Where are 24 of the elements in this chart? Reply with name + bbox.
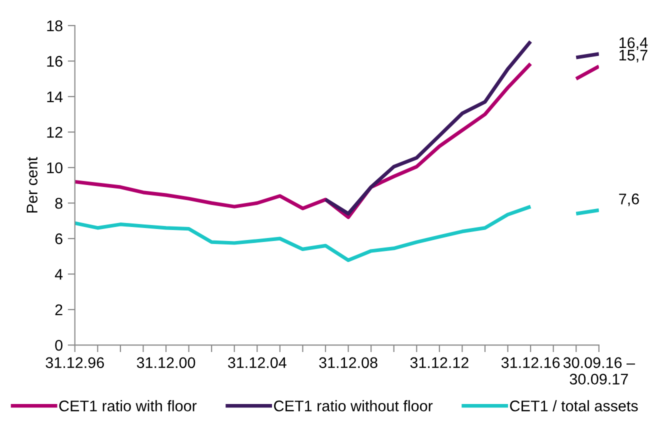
y-tick-label: 16: [47, 56, 62, 67]
y-tick-label: 8: [55, 198, 62, 209]
x-tick-label: 31.12.08: [319, 357, 378, 368]
y-tick-label: 4: [54, 269, 63, 280]
y-tick-label: 2: [55, 304, 62, 316]
y-tick-label: 14: [47, 92, 63, 102]
y-tick-label: 12: [47, 126, 62, 138]
y-tick-label: 18: [47, 20, 62, 32]
x-tick-label: 31.12.96: [46, 357, 104, 368]
legend-label: CET1 ratio without floor: [274, 400, 433, 412]
x-tick-label: 31.12.00: [136, 357, 196, 368]
x-tick-label: 31.12.12: [410, 357, 468, 368]
x-tick-label: 31.12.16: [501, 357, 560, 368]
x-tick-label: 31.12.04: [228, 357, 286, 368]
data-label: 16,4: [620, 37, 648, 50]
y-tick-label: 0: [55, 340, 62, 351]
y-axis-title: Per cent: [26, 156, 38, 213]
y-tick-label: 10: [47, 162, 62, 174]
x-tick-label: 30.09.16 – 30.09.17: [563, 357, 636, 385]
legend-label: CET1 ratio with floor: [59, 400, 197, 412]
data-label: 7,6: [619, 194, 639, 206]
legend-label: CET1 / total assets: [510, 400, 638, 412]
y-tick-label: 6: [55, 233, 62, 244]
data-label: 15,7: [620, 50, 648, 62]
